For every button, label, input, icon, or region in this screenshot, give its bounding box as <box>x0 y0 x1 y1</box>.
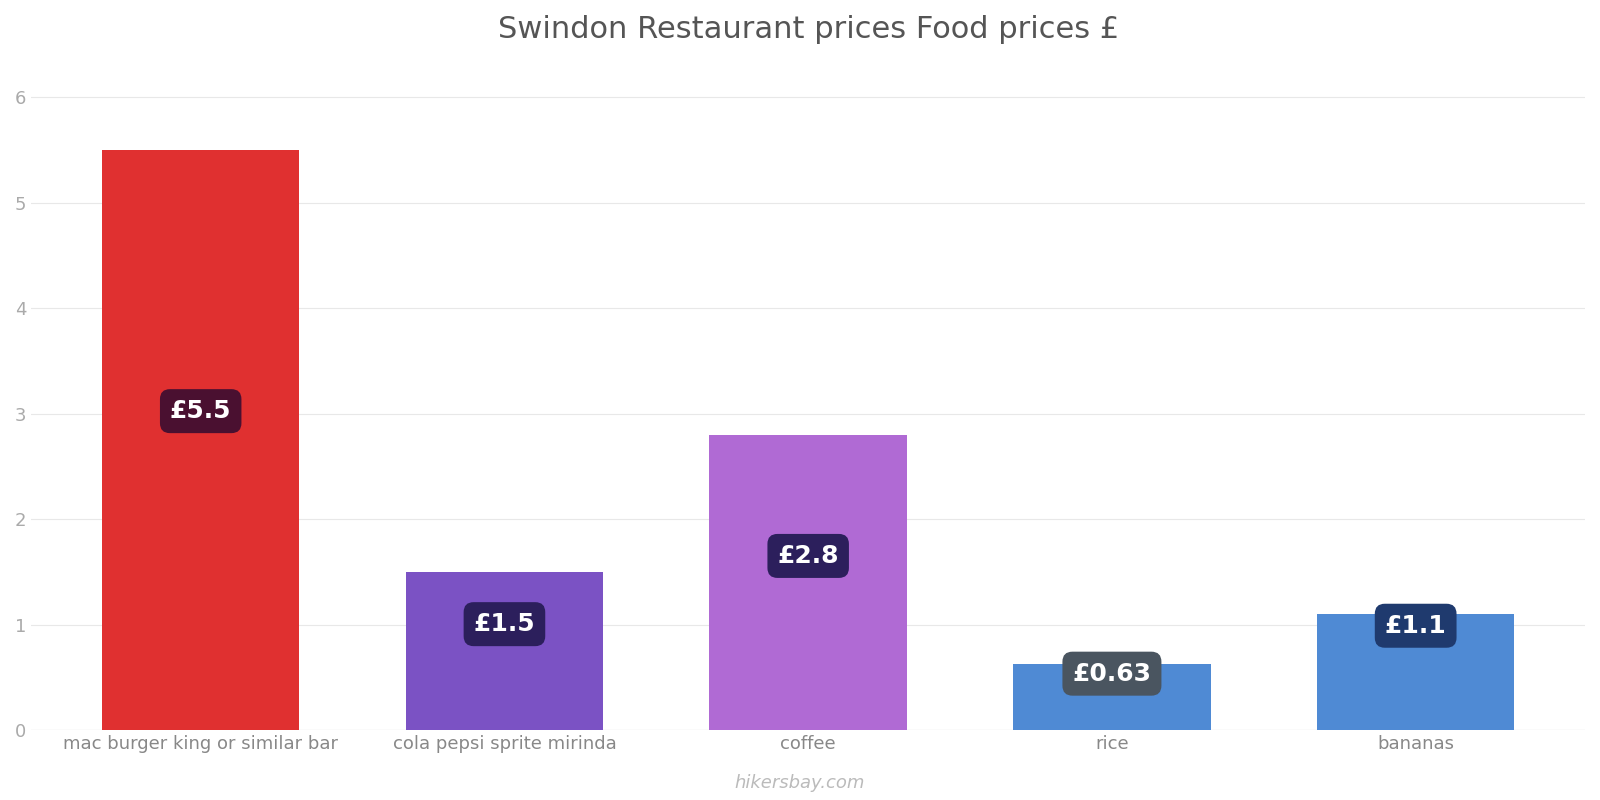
Bar <box>102 150 299 730</box>
Text: £2.8: £2.8 <box>778 544 838 568</box>
Text: £5.5: £5.5 <box>170 399 232 423</box>
Text: £0.63: £0.63 <box>1072 662 1152 686</box>
Text: £1.1: £1.1 <box>1384 614 1446 638</box>
Title: Swindon Restaurant prices Food prices £: Swindon Restaurant prices Food prices £ <box>498 15 1118 44</box>
Text: hikersbay.com: hikersbay.com <box>734 774 866 792</box>
Bar <box>1013 664 1211 730</box>
Bar <box>1317 614 1514 730</box>
Text: £1.5: £1.5 <box>474 612 536 636</box>
Bar <box>406 572 603 730</box>
Bar <box>709 435 907 730</box>
